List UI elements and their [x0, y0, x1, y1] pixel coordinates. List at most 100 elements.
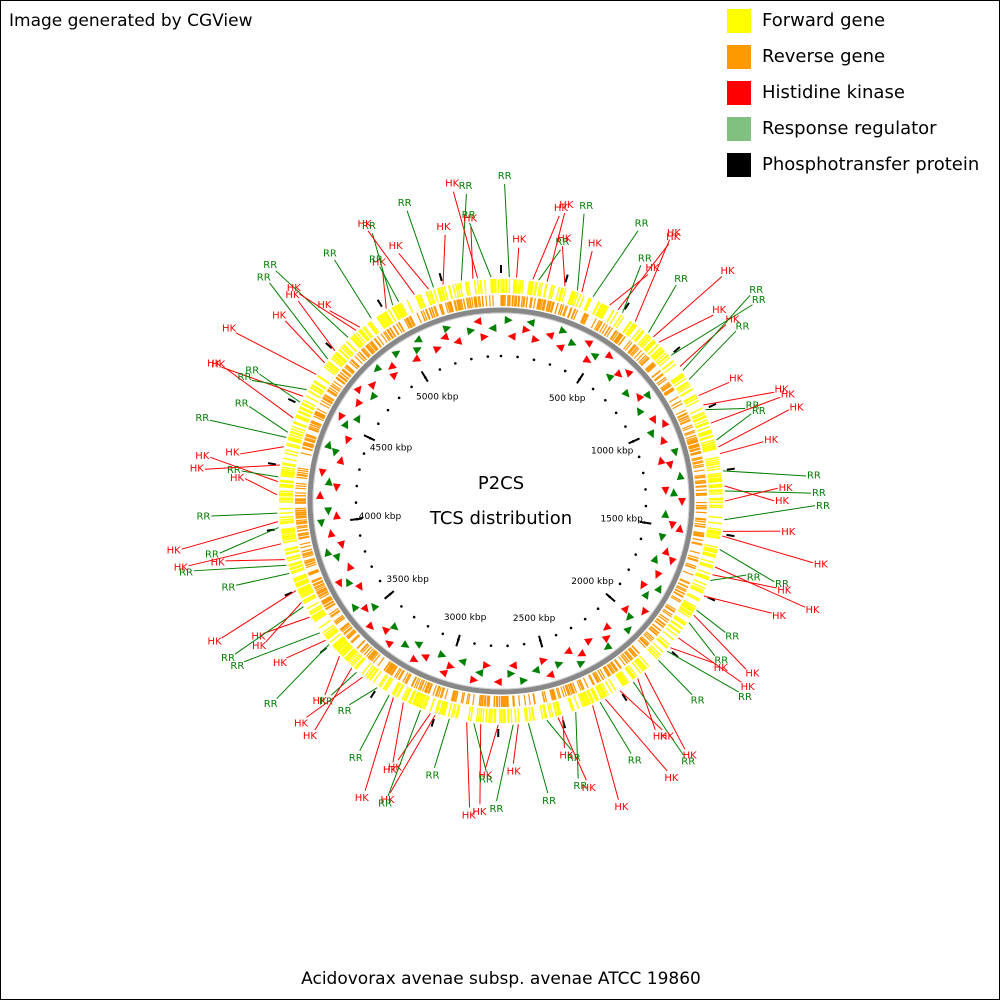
reverse-gene: [670, 596, 681, 603]
forward-gene: [703, 548, 718, 554]
forward-gene: [295, 416, 309, 423]
feature-arrow: [621, 388, 630, 398]
feature-line: [469, 222, 492, 278]
forward-gene: [589, 688, 598, 702]
reverse-gene: [395, 323, 403, 334]
forward-gene: [305, 394, 319, 403]
reverse-gene: [604, 665, 612, 676]
forward-gene: [355, 332, 366, 344]
legend-label: Response regulator: [762, 118, 937, 139]
forward-gene: [325, 364, 338, 375]
reverse-gene: [676, 412, 688, 418]
footer-title: Acidovorax avenae subsp. avenae ATCC 198…: [301, 969, 701, 989]
reverse-gene: [404, 673, 411, 684]
forward-gene: [645, 341, 657, 353]
feature-label: RR: [369, 254, 383, 265]
forward-gene: [707, 472, 722, 476]
ruler-label: 1000 kbp: [591, 446, 634, 456]
feature-label: RR: [555, 237, 569, 248]
forward-gene: [514, 708, 517, 723]
reverse-gene: [327, 388, 338, 396]
reverse-gene: [308, 425, 320, 431]
forward-gene: [675, 380, 689, 390]
forward-gene: [490, 279, 493, 294]
feature-label: HK: [174, 562, 189, 573]
forward-gene: [513, 279, 517, 294]
reverse-gene: [685, 434, 697, 440]
reverse-gene: [421, 681, 428, 692]
reverse-gene: [314, 412, 325, 419]
reverse-gene: [576, 680, 582, 692]
forward-gene: [691, 582, 706, 590]
reverse-gene: [677, 412, 688, 419]
forward-gene: [479, 708, 483, 723]
reverse-gene: [654, 373, 664, 382]
forward-gene: [425, 291, 432, 306]
feature-label: HK: [294, 718, 309, 729]
reverse-gene: [351, 634, 361, 644]
forward-gene: [403, 687, 411, 701]
forward-gene: [394, 305, 403, 319]
reverse-gene: [461, 692, 466, 704]
reverse-gene: [551, 688, 556, 700]
reverse-gene: [315, 410, 326, 417]
forward-gene: [670, 619, 684, 630]
forward-gene: [678, 384, 691, 394]
reverse-gene: [354, 355, 363, 365]
ruler-dot: [637, 455, 641, 459]
forward-gene: [334, 353, 346, 364]
forward-gene: [456, 704, 461, 719]
reverse-gene: [663, 387, 674, 395]
feature-line: [496, 724, 514, 802]
feature-label: HK: [660, 731, 675, 742]
forward-gene: [677, 383, 690, 392]
reverse-gene: [654, 620, 664, 629]
forward-gene: [279, 518, 294, 521]
ruler-dot: [363, 550, 367, 553]
forward-gene: [599, 305, 608, 319]
forward-gene: [298, 585, 312, 593]
forward-gene: [644, 340, 656, 352]
reverse-gene: [310, 421, 322, 428]
reverse-gene: [593, 319, 601, 331]
reverse-gene: [671, 594, 682, 602]
reverse-gene: [318, 591, 329, 598]
ruler-dot: [489, 644, 493, 647]
reverse-gene: [385, 662, 394, 673]
forward-gene: [391, 307, 400, 321]
reverse-gene: [673, 590, 684, 598]
feature-arrow: [453, 336, 463, 345]
reverse-gene: [339, 371, 350, 380]
forward-gene: [613, 314, 623, 327]
reverse-gene: [522, 296, 525, 308]
feature-arrow: [655, 569, 663, 579]
ruler-dot: [426, 624, 430, 628]
forward-gene: [450, 703, 456, 718]
forward-gene: [380, 313, 390, 327]
forward-gene: [312, 610, 326, 620]
forward-gene: [367, 322, 378, 335]
forward-gene: [428, 290, 435, 305]
forward-gene: [475, 707, 479, 722]
reverse-gene: [374, 337, 383, 348]
reverse-gene: [603, 666, 611, 677]
forward-gene: [622, 321, 633, 334]
feature-line: [698, 381, 730, 397]
feature-arrow: [318, 468, 327, 477]
reverse-gene: [609, 329, 617, 340]
feature-label: HK: [195, 451, 210, 462]
reverse-gene: [643, 633, 652, 643]
reverse-gene: [339, 622, 350, 631]
ruler-dot: [355, 484, 359, 488]
reverse-gene: [391, 665, 398, 676]
ruler-dot: [627, 568, 631, 571]
feature-label: RR: [691, 695, 705, 706]
reverse-gene: [465, 297, 469, 309]
forward-gene: [344, 648, 356, 660]
reverse-gene: [609, 662, 617, 672]
forward-gene: [383, 311, 393, 325]
reverse-gene: [447, 301, 452, 313]
ruler-tick: [455, 634, 461, 647]
feature-arrow: [391, 350, 401, 359]
feature-line: [234, 606, 304, 655]
